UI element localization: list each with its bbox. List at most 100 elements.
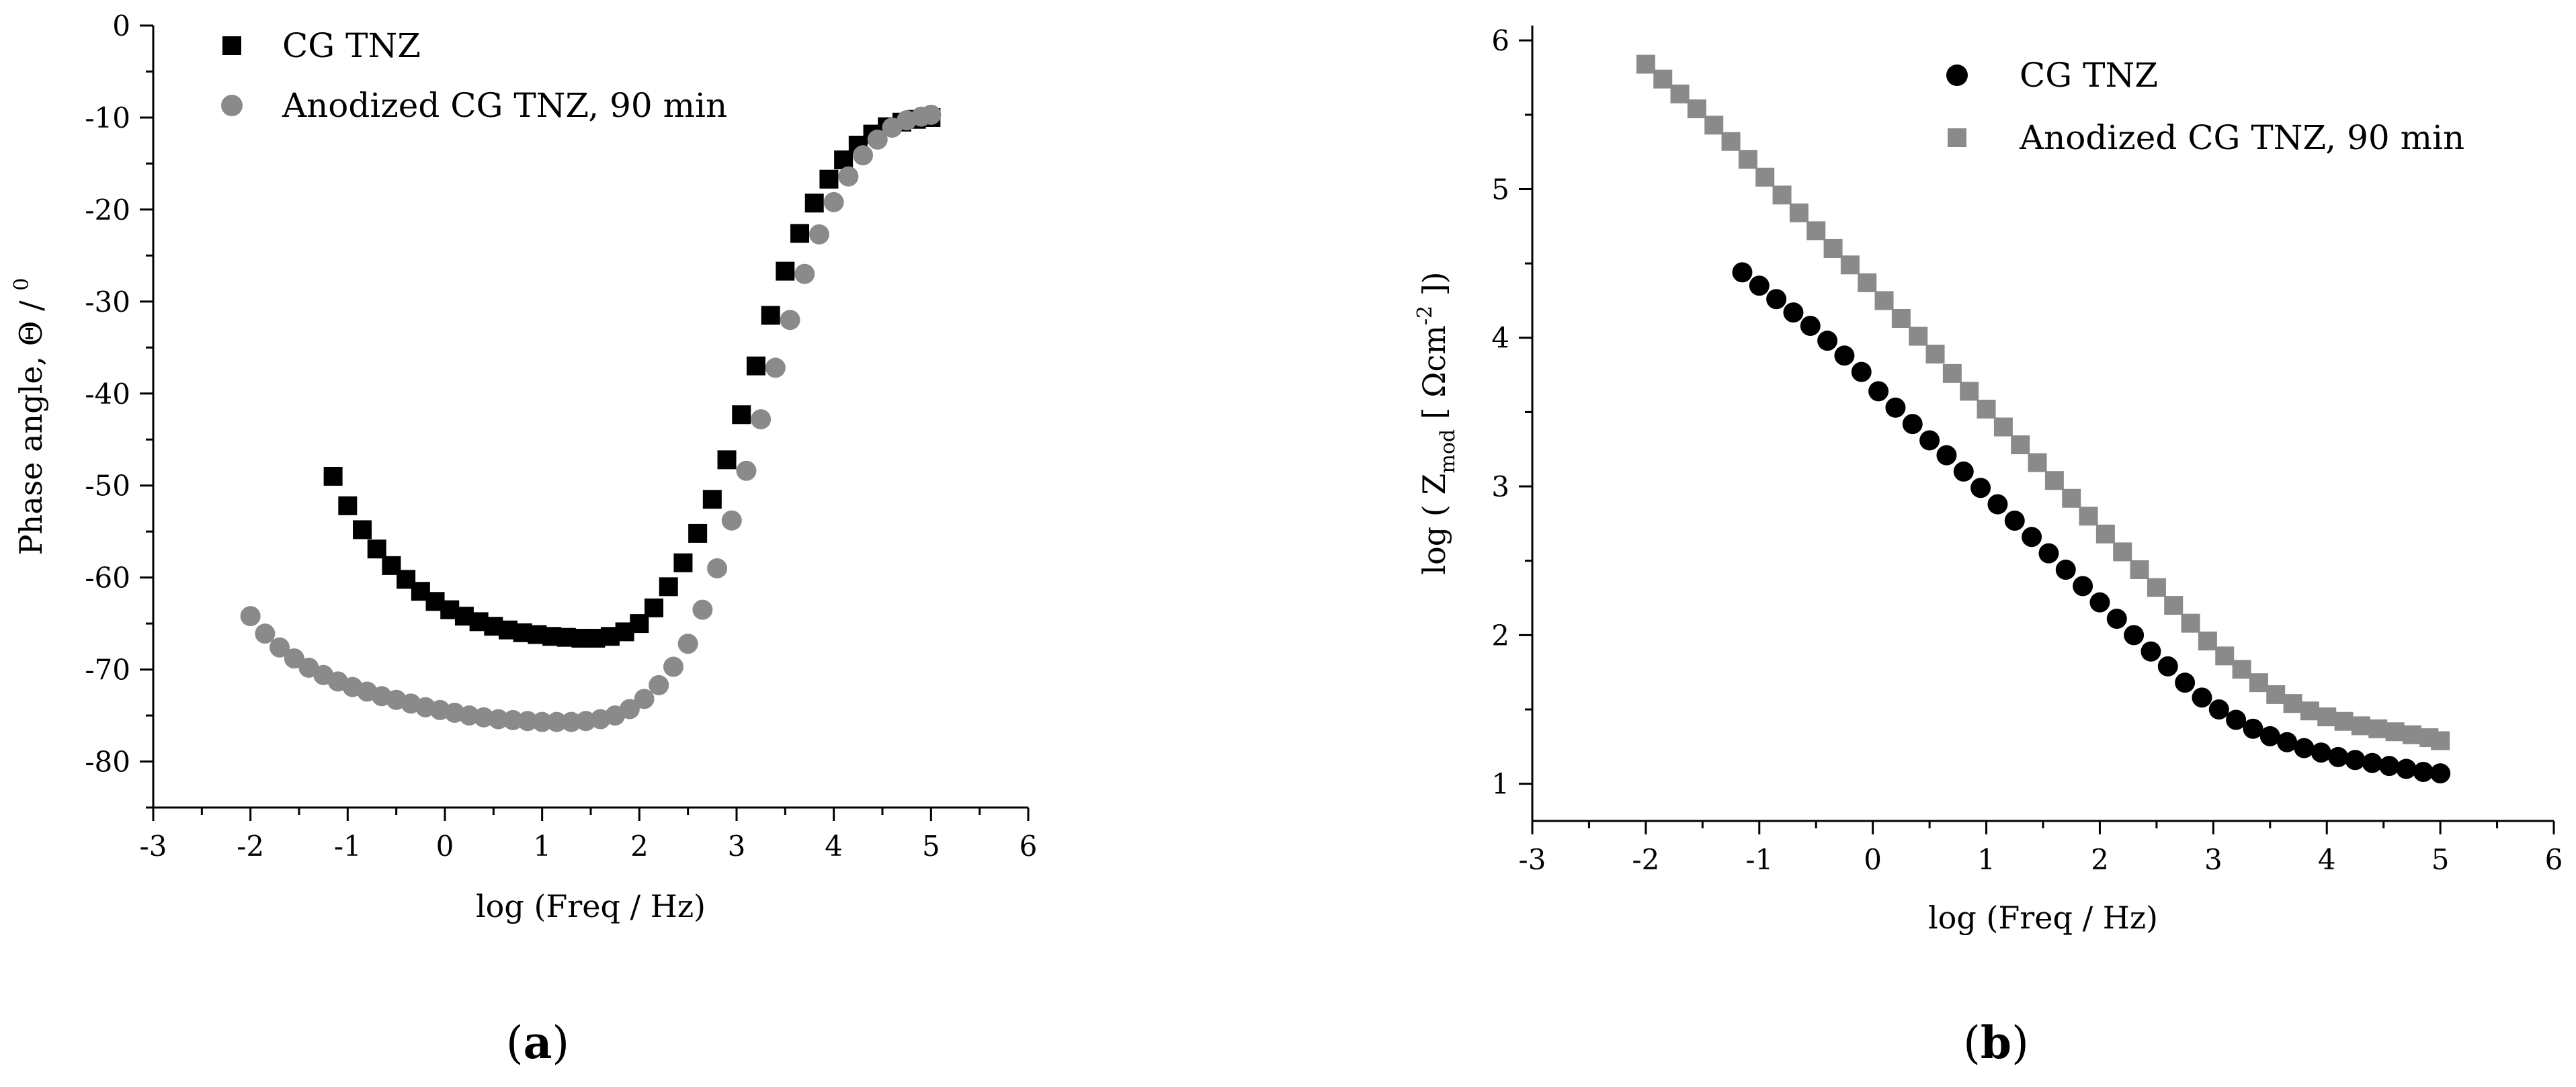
a-point-circle xyxy=(721,510,742,531)
a-point-square xyxy=(702,490,722,509)
a-panel-label: (a) xyxy=(506,1016,569,1069)
a-y-tick-label: -60 xyxy=(85,562,130,595)
a-legend-marker-square xyxy=(222,36,241,55)
b-point-square xyxy=(1823,238,1843,258)
b-point-square xyxy=(1772,185,1792,205)
b-point-circle xyxy=(2157,656,2178,677)
a-x-tick-label: -3 xyxy=(140,830,167,863)
b-point-square xyxy=(2351,716,2370,736)
b-point-square xyxy=(1960,382,1979,401)
b-point-circle xyxy=(2022,527,2042,548)
a-y-tick-label: -40 xyxy=(85,378,130,410)
b-y-axis-title-sub: mod xyxy=(1436,429,1460,474)
b-series-1 xyxy=(1732,262,2451,784)
b-point-square xyxy=(2164,596,2184,615)
a-point-circle xyxy=(240,606,261,627)
b-point-circle xyxy=(1834,345,1855,366)
b-point-square xyxy=(2249,673,2268,693)
a-y-axis-title-main: Phase angle, Θ / xyxy=(13,291,49,556)
b-point-circle xyxy=(1902,414,1923,435)
a-point-circle xyxy=(634,689,655,709)
a-point-circle xyxy=(532,711,552,732)
b-point-square xyxy=(2198,632,2217,651)
a-legend-label: Anodized CG TNZ, 90 min xyxy=(282,86,727,125)
a-point-circle xyxy=(751,409,772,430)
b-point-circle xyxy=(2073,576,2093,597)
b-panel-paren: ( xyxy=(1963,1017,1981,1069)
b-point-square xyxy=(1755,167,1775,187)
a-point-circle xyxy=(765,357,786,378)
b-x-tick-label: 3 xyxy=(2204,843,2222,876)
a-point-square xyxy=(323,467,343,486)
b-x-tick-label: -1 xyxy=(1745,843,1773,876)
b-point-square xyxy=(1942,363,1962,383)
b-x-tick-label: -3 xyxy=(1519,843,1546,876)
a-point-circle xyxy=(517,711,538,732)
b-series-2 xyxy=(1636,54,2450,750)
b-point-circle xyxy=(1749,275,1770,296)
b-point-circle xyxy=(1868,381,1889,402)
b-point-square xyxy=(2232,660,2251,679)
a-point-square xyxy=(746,356,765,376)
b-point-square xyxy=(1738,150,1757,169)
b-legend-label: Anodized CG TNZ, 90 min xyxy=(2019,118,2464,157)
a-point-circle xyxy=(663,656,683,677)
b-x-tick-label: 2 xyxy=(2091,843,2109,876)
b-point-circle xyxy=(2089,592,2110,613)
a-legend-marker-circle xyxy=(221,95,243,116)
a-point-circle xyxy=(838,166,859,187)
b-panel-label: (b) xyxy=(1963,1016,2029,1069)
b-point-square xyxy=(2300,701,2319,721)
b-x-tick-label: 5 xyxy=(2432,843,2450,876)
b-x-tick-label: 4 xyxy=(2318,843,2336,876)
b-point-circle xyxy=(2430,763,2451,784)
a-point-circle xyxy=(503,709,524,730)
b-y-axis-title: log ( Zmod [ Ωcm-2 ]) xyxy=(1413,271,1460,574)
b-point-square xyxy=(2385,722,2405,742)
a-point-circle xyxy=(921,104,942,125)
b-point-square xyxy=(2147,578,2166,597)
b-point-circle xyxy=(1851,361,1872,382)
a-point-square xyxy=(338,496,358,515)
chart-b-impedance-modulus: -3 -2 -1 0 1 2 3 4 5 6 1 2 3 4 5 6 log (Freq / Hz) log ( … xyxy=(1413,24,2563,1069)
b-point-square xyxy=(1891,308,1911,328)
b-point-circle xyxy=(1919,430,1940,451)
b-y-tick-label: 2 xyxy=(1491,619,1509,652)
b-point-square xyxy=(2095,524,2115,544)
b-point-square xyxy=(2028,453,2047,472)
b-point-circle xyxy=(2208,699,2229,720)
a-point-circle xyxy=(561,711,582,732)
a-y-tick-label: -10 xyxy=(85,101,130,134)
b-point-circle xyxy=(1953,461,1974,482)
b-point-square xyxy=(2402,725,2421,744)
b-y-axis-title-sup: -2 xyxy=(1413,306,1437,325)
b-point-square xyxy=(2181,613,2200,633)
a-y-tick-label: 0 xyxy=(112,9,130,42)
b-point-square xyxy=(1806,221,1826,241)
b-point-square xyxy=(1858,273,1877,292)
a-panel-letter: a xyxy=(524,1016,552,1069)
b-legend-label: CG TNZ xyxy=(2020,56,2158,95)
b-point-square xyxy=(1874,291,1894,310)
a-y-tick-label: -50 xyxy=(85,470,130,503)
b-legend-marker-circle xyxy=(1946,64,1968,86)
b-x-axis-title: log (Freq / Hz) xyxy=(1928,900,2158,936)
b-point-square xyxy=(1840,255,1860,275)
a-x-axis-title: log (Freq / Hz) xyxy=(476,888,706,924)
a-point-circle xyxy=(736,460,757,481)
a-point-square xyxy=(673,553,693,572)
b-point-square xyxy=(2113,542,2132,562)
b-point-square xyxy=(2011,435,2030,455)
a-point-square xyxy=(645,598,664,617)
b-point-circle xyxy=(2004,510,2025,531)
a-point-square xyxy=(819,169,839,189)
a-point-square xyxy=(732,405,751,425)
b-point-square xyxy=(2317,707,2337,727)
a-point-square xyxy=(659,577,678,597)
b-y-axis-title-part: [ Ωcm xyxy=(1416,325,1452,429)
b-panel-letter: b xyxy=(1981,1016,2011,1069)
a-point-circle xyxy=(284,648,304,669)
b-point-circle xyxy=(2226,709,2247,730)
b-point-circle xyxy=(1987,494,2008,515)
